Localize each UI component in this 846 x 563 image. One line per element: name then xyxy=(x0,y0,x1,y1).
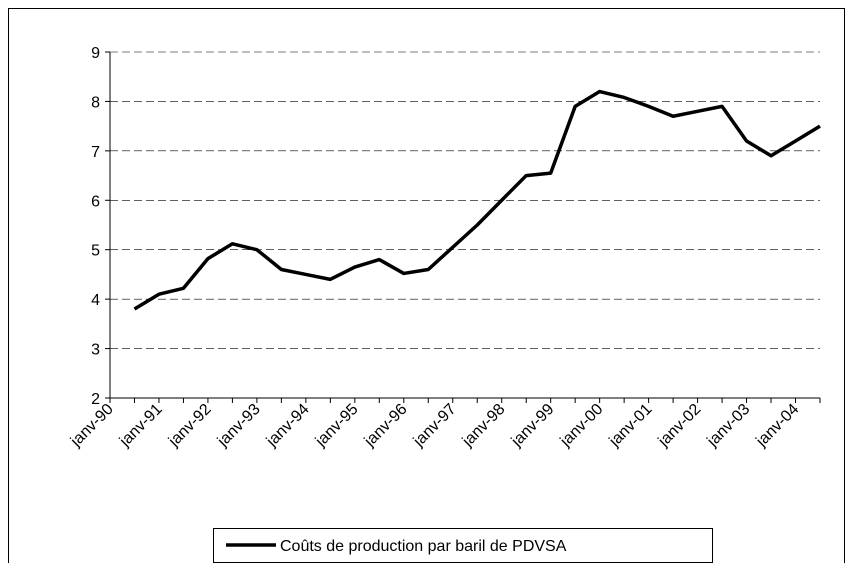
x-tick-label: janv-90 xyxy=(67,401,117,451)
x-tick-label: janv-96 xyxy=(361,401,411,451)
y-tick-label: 9 xyxy=(91,45,100,62)
x-tick-label: janv-00 xyxy=(557,401,607,451)
legend-label: Coûts de production par baril de PDVSA xyxy=(280,538,567,555)
x-tick-label: janv-97 xyxy=(410,401,460,451)
x-tick-label: janv-01 xyxy=(606,401,656,451)
y-tick-label: 5 xyxy=(91,243,100,260)
x-tick-label: janv-93 xyxy=(214,401,264,451)
x-tick-label: janv-99 xyxy=(508,401,558,451)
y-tick-label: 3 xyxy=(91,342,100,359)
legend: Coûts de production par baril de PDVSA xyxy=(213,528,713,563)
x-tick-label: janv-04 xyxy=(753,401,803,451)
legend-box xyxy=(213,528,713,563)
chart-frame xyxy=(8,8,845,563)
x-tick-label: janv-94 xyxy=(263,401,313,451)
x-tick-label: janv-02 xyxy=(655,401,705,451)
y-tick-label: 7 xyxy=(91,144,100,161)
x-tick-label: janv-98 xyxy=(459,401,509,451)
x-tick-label: janv-03 xyxy=(704,401,754,451)
y-tick-label: 8 xyxy=(91,94,100,111)
y-tick-label: 4 xyxy=(91,292,100,309)
y-tick-label: 2 xyxy=(91,391,100,408)
line-series xyxy=(133,89,821,311)
x-tick-label: janv-95 xyxy=(312,401,362,451)
x-tick-label: janv-92 xyxy=(165,401,215,451)
y-tick-label: 6 xyxy=(91,193,100,210)
x-tick-label: janv-91 xyxy=(116,401,166,451)
